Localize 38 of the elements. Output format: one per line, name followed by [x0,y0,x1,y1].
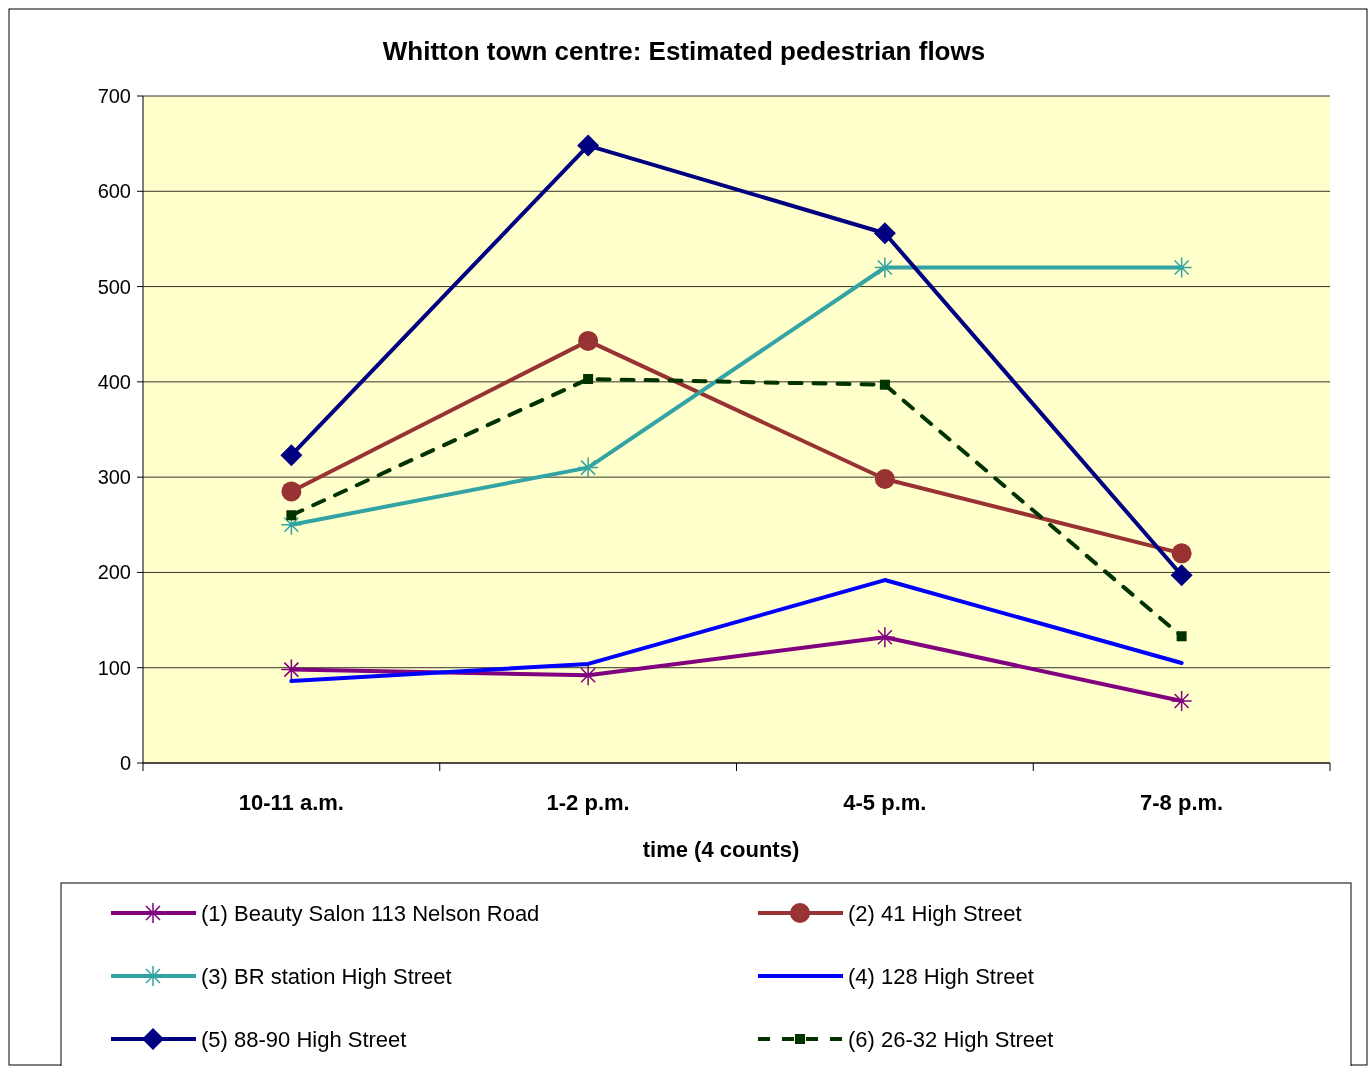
legend-label: (1) Beauty Salon 113 Nelson Road [201,901,540,926]
y-tick-label: 0 [119,752,131,774]
point [577,134,600,157]
legend-label: (6) 26-32 High Street [848,1027,1054,1052]
legend-label: (2) 41 High Street [848,901,1022,926]
point [583,374,594,384]
point [1171,543,1192,564]
legend-label: (4) 128 High Street [848,964,1034,989]
x-axis-title: time (4 counts) [642,837,800,862]
point [280,444,303,467]
point [577,456,599,479]
point [578,330,599,351]
point [281,481,302,502]
y-tick-label: 600 [97,180,131,203]
point [1170,690,1193,712]
x-tick-label: 4-5 p.m. [843,790,927,815]
x-tick-label: 7-8 p.m. [1140,790,1224,815]
point [879,379,890,390]
y-tick-label: 500 [97,275,131,298]
point [577,664,599,687]
y-tick-label: 300 [97,466,131,489]
chart-title: Whitton town centre: Estimated pedestrian flows [382,36,986,66]
point [874,626,896,648]
y-tick-label: 400 [97,370,131,393]
line-series [289,578,1184,684]
legend-label: (3) BR station High Street [201,964,452,989]
point [874,256,896,279]
point [873,222,896,245]
point [286,510,297,521]
point [874,469,895,490]
y-tick-label: 200 [97,561,131,584]
x-tick-label: 1-2 p.m. [546,790,630,815]
point [1176,631,1187,642]
y-tick-label: 100 [97,656,131,679]
x-tick-label: 10-11 a.m. [238,790,344,815]
point [1170,564,1193,587]
legend-label: (5) 88-90 High Street [201,1027,407,1052]
y-tick-label: 700 [97,85,131,107]
